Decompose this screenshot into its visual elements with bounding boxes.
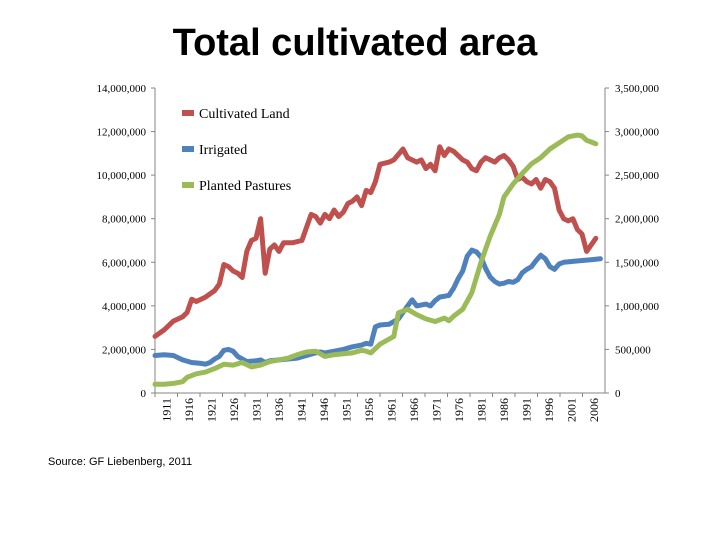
x-tick-label: 1941 [294,398,308,422]
right-tick-label: 1,000,000 [615,301,660,313]
left-tick-label: 4,000,000 [102,301,147,313]
left-tick-label: 12,000,000 [97,127,147,139]
left-tick-label: 10,000,000 [97,170,147,182]
series-line-cultivated-land [152,144,599,339]
chart-legend: Cultivated Land Irrigated Planted Pastures [182,107,291,194]
legend-label: Planted Pastures [199,179,291,194]
x-tick-label: 1946 [317,398,331,422]
left-axis-ticks: 0 2,000,000 4,000,000 6,000,000 8,000,000 10,… [97,83,155,400]
x-tick-label: 1971 [429,398,443,422]
x-tick-label: 1966 [407,398,421,422]
x-tick-label: 1996 [542,398,556,422]
left-tick-label: 8,000,000 [102,214,147,226]
x-tick-label: 1931 [249,398,263,422]
right-tick-label: 2,000,000 [615,214,660,226]
right-axis-ticks: 0 500,000 1,000,000 1,500,000 2,000,000 2,500… [605,83,660,400]
x-tick-label: 1976 [452,398,466,422]
legend-label: Irrigated [199,143,247,158]
source-note: Source: GF Liebenberg, 2011 [48,456,193,468]
left-tick-label: 0 [141,388,147,400]
page-title: Total cultivated area [172,22,538,64]
right-tick-label: 0 [615,388,621,400]
right-tick-label: 1,500,000 [615,257,660,269]
x-axis-ticks: 1911 1916 1921 1926 1931 1936 1941 1946 1951 1956… [154,393,601,422]
right-tick-label: 500,000 [615,344,651,356]
x-tick-label: 1926 [227,398,241,422]
series-line-planted-pastures [152,132,599,387]
chart-series [152,132,603,387]
series-line-irrigated [152,247,603,367]
x-tick-label: 1916 [182,398,196,422]
left-tick-label: 14,000,000 [97,83,147,95]
x-tick-label: 1951 [339,398,353,422]
x-tick-label: 1991 [519,398,533,422]
x-tick-label: 1911 [159,398,173,422]
x-tick-label: 1936 [272,398,286,422]
x-tick-label: 1961 [384,398,398,422]
legend-label: Cultivated Land [199,107,290,122]
left-tick-label: 2,000,000 [102,344,147,356]
right-tick-label: 3,500,000 [615,83,660,95]
x-tick-label: 1986 [497,398,511,422]
left-tick-label: 6,000,000 [102,257,147,269]
x-tick-label: 2006 [587,398,601,422]
x-tick-label: 1921 [204,398,218,422]
right-tick-label: 2,500,000 [615,170,660,182]
x-tick-label: 1956 [362,398,376,422]
x-tick-label: 2001 [564,398,578,422]
right-tick-label: 3,000,000 [615,127,660,139]
x-tick-label: 1981 [474,398,488,422]
